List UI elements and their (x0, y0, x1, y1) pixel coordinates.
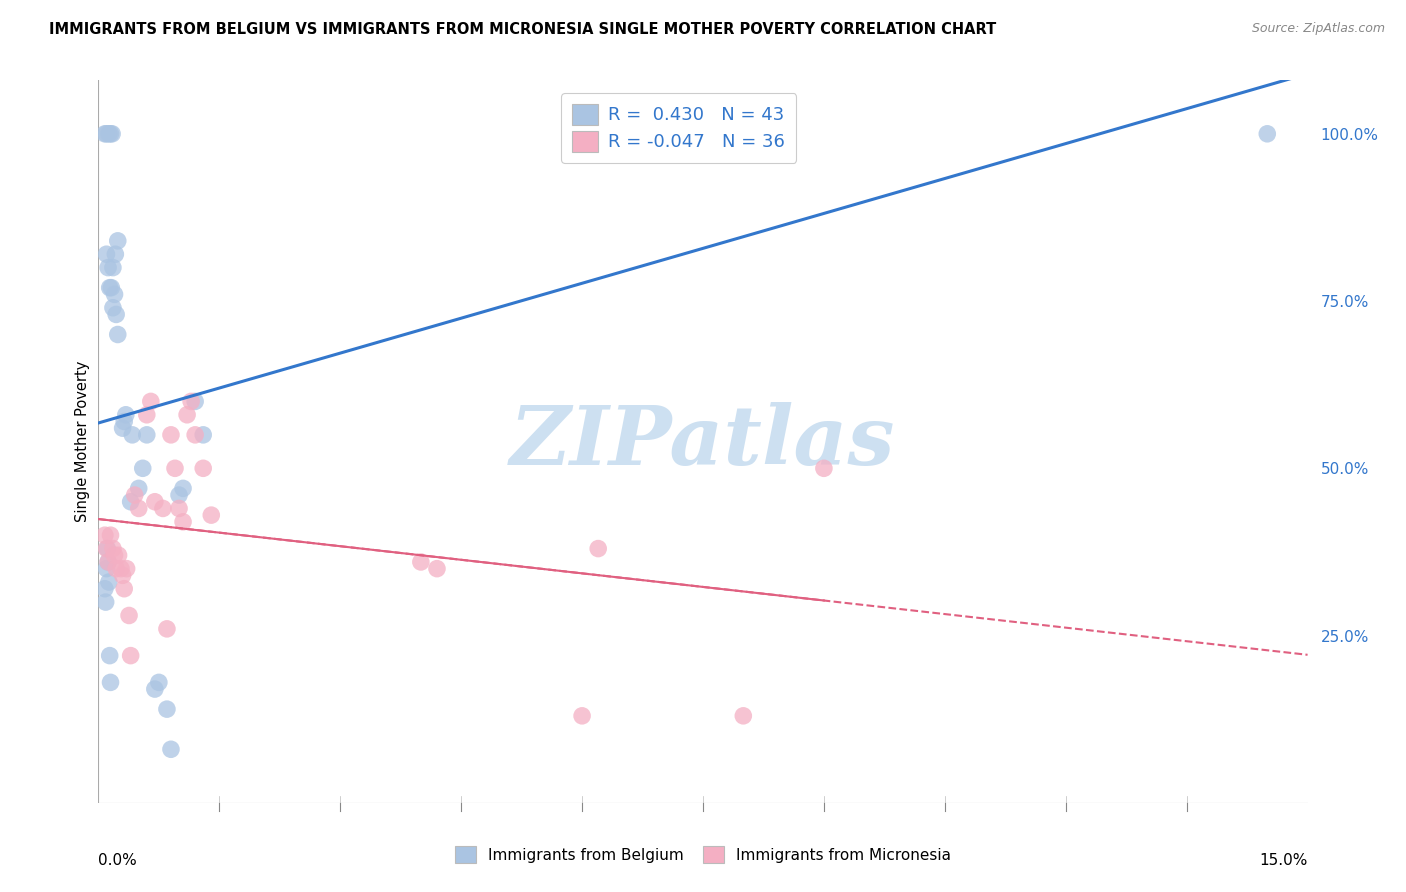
Point (152, 501, 174, 516)
Point (96, 541, 118, 556)
Point (97, 127, 120, 141)
Point (167, 488, 190, 502)
Text: ZIPatlas: ZIPatlas (510, 401, 896, 482)
Point (105, 307, 128, 322)
Point (193, 427, 215, 442)
Point (111, 568, 134, 582)
Point (100, 528, 122, 542)
Point (200, 508, 222, 523)
Point (163, 461, 186, 475)
Point (143, 681, 166, 696)
Point (160, 427, 183, 442)
Point (156, 622, 179, 636)
Point (115, 562, 138, 576)
Point (112, 582, 135, 596)
Point (120, 494, 142, 508)
Point (105, 562, 128, 576)
Point (571, 708, 593, 723)
Point (100, 281, 122, 295)
Point (409, 555, 432, 569)
Point (167, 501, 190, 516)
Point (184, 394, 207, 409)
Y-axis label: Single Mother Poverty: Single Mother Poverty (75, 361, 90, 522)
Point (96, 127, 118, 141)
Point (120, 648, 142, 663)
Point (135, 408, 157, 422)
Point (426, 562, 449, 576)
Point (160, 742, 183, 756)
Point (94, 127, 117, 141)
Point (172, 515, 194, 529)
Point (100, 675, 122, 690)
Point (107, 234, 129, 248)
Point (586, 541, 609, 556)
Point (128, 501, 150, 516)
Point (107, 327, 129, 342)
Point (813, 461, 835, 475)
Point (128, 482, 150, 496)
Point (172, 482, 194, 496)
Point (100, 127, 122, 141)
Legend: Immigrants from Belgium, Immigrants from Micronesia: Immigrants from Belgium, Immigrants from… (447, 838, 959, 871)
Point (733, 708, 755, 723)
Point (94, 595, 117, 609)
Point (193, 461, 215, 475)
Point (103, 548, 125, 563)
Point (619, 127, 641, 141)
Point (135, 427, 157, 442)
Point (110, 562, 132, 576)
Text: 0.0%: 0.0% (98, 854, 138, 869)
Point (107, 548, 129, 563)
Point (94, 582, 117, 596)
Point (98, 281, 121, 295)
Point (148, 675, 170, 690)
Point (139, 394, 162, 409)
Point (101, 541, 124, 556)
Point (132, 461, 155, 475)
Point (94, 528, 117, 542)
Point (98, 648, 121, 663)
Point (111, 421, 134, 435)
Point (96, 541, 118, 556)
Point (571, 127, 593, 141)
Point (118, 608, 141, 623)
Point (101, 260, 124, 275)
Point (101, 127, 124, 141)
Point (96, 247, 118, 261)
Point (97, 260, 120, 275)
Point (176, 408, 198, 422)
Point (96, 562, 118, 576)
Point (114, 408, 136, 422)
Point (124, 488, 146, 502)
Text: IMMIGRANTS FROM BELGIUM VS IMMIGRANTS FROM MICRONESIA SINGLE MOTHER POVERTY CORR: IMMIGRANTS FROM BELGIUM VS IMMIGRANTS FR… (49, 22, 997, 37)
Point (143, 494, 166, 508)
Text: 15.0%: 15.0% (1260, 854, 1308, 869)
Point (101, 301, 124, 315)
Point (180, 394, 202, 409)
Text: Source: ZipAtlas.com: Source: ZipAtlas.com (1251, 22, 1385, 36)
Legend: R =  0.430   N = 43, R = -0.047   N = 36: R = 0.430 N = 43, R = -0.047 N = 36 (561, 93, 796, 162)
Point (104, 247, 127, 261)
Point (121, 427, 143, 442)
Point (97, 555, 120, 569)
Point (103, 287, 125, 301)
Point (1256, 127, 1278, 141)
Point (97, 575, 120, 590)
Point (156, 702, 179, 716)
Point (112, 414, 135, 429)
Point (97, 555, 120, 569)
Point (184, 427, 207, 442)
